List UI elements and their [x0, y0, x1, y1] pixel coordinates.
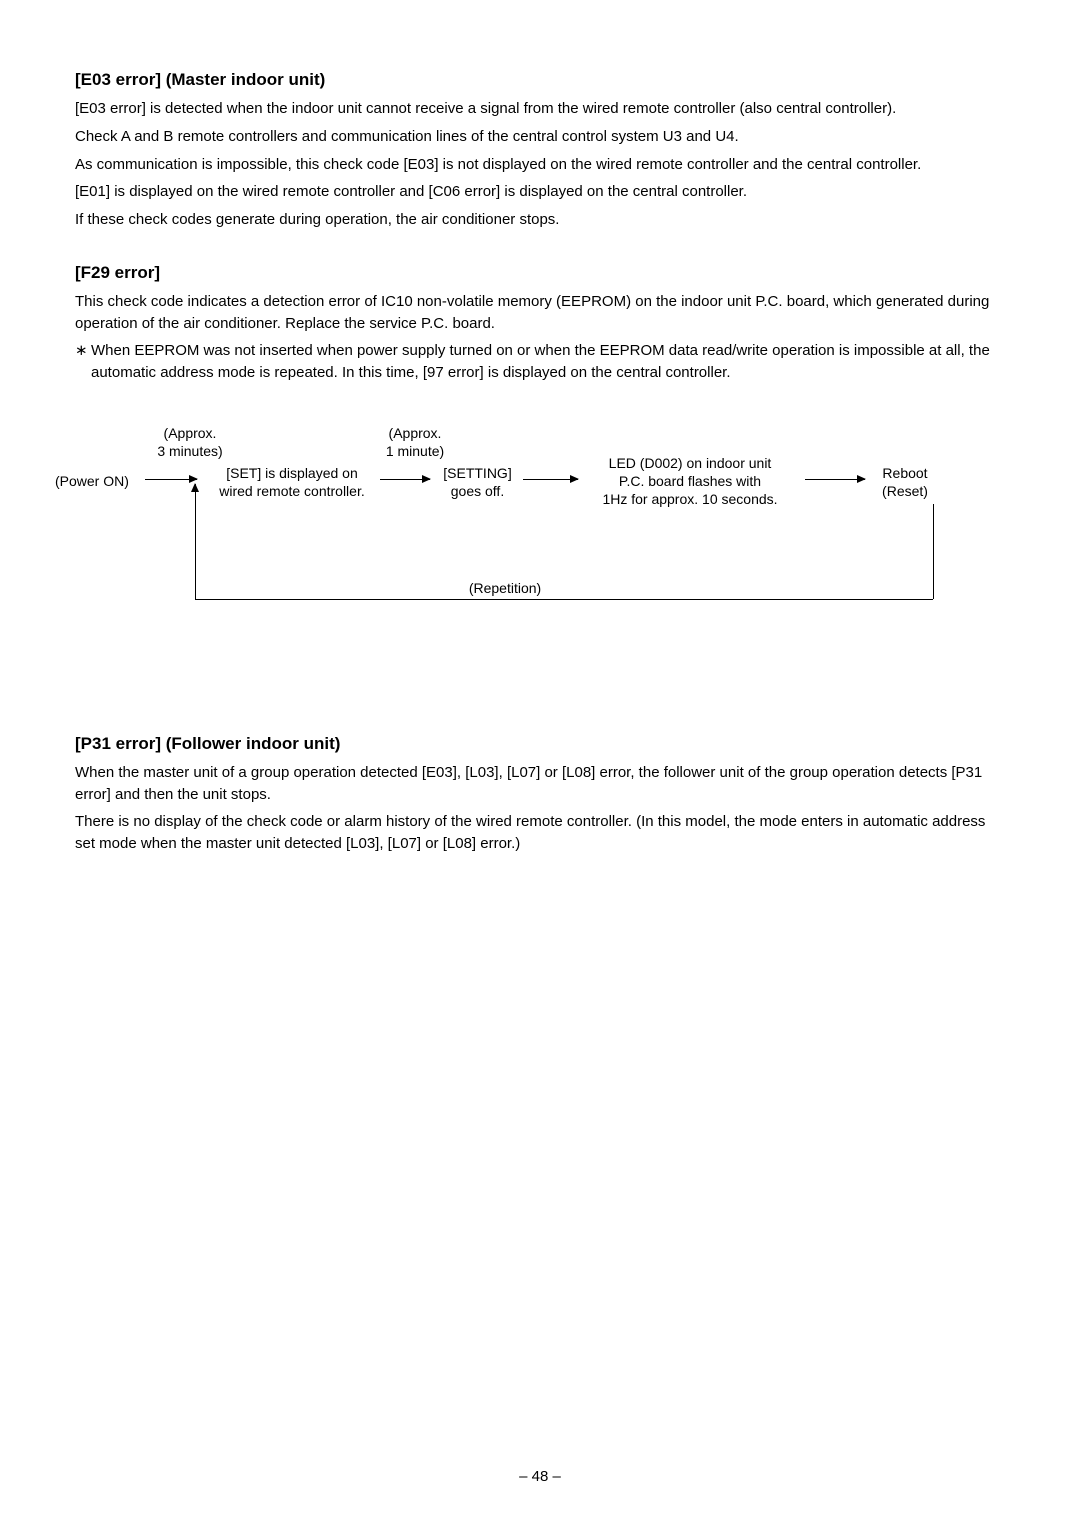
- e03-p1: [E03 error] is detected when the indoor …: [75, 98, 1005, 120]
- loop-right-v: [933, 504, 934, 599]
- e03-p5: If these check codes generate during ope…: [75, 209, 1005, 231]
- arrow-2: [380, 479, 430, 480]
- e03-heading: [E03 error] (Master indoor unit): [75, 70, 1005, 90]
- bullet-marker: ∗: [75, 340, 91, 384]
- e03-p3: As communication is impossible, this che…: [75, 154, 1005, 176]
- step3-label: LED (D002) on indoor unit P.C. board fla…: [585, 454, 795, 509]
- flow-diagram: (Approx. 3 minutes) (Approx. 1 minute) (…: [75, 424, 1005, 644]
- f29-bullet-text: When EEPROM was not inserted when power …: [91, 340, 1005, 384]
- step2-label: [SETTING] goes off.: [435, 464, 520, 500]
- loop-bottom-h: [195, 599, 933, 600]
- power-on-label: (Power ON): [55, 472, 145, 490]
- e03-p4: [E01] is displayed on the wired remote c…: [75, 181, 1005, 203]
- arrow-1: [145, 479, 197, 480]
- arrow-4: [805, 479, 865, 480]
- page-number: – 48 –: [0, 1468, 1080, 1485]
- e03-p2: Check A and B remote controllers and com…: [75, 126, 1005, 148]
- f29-bullet-row: ∗ When EEPROM was not inserted when powe…: [75, 340, 1005, 384]
- step4-label: Reboot (Reset): [875, 464, 935, 500]
- p31-heading: [P31 error] (Follower indoor unit): [75, 734, 1005, 754]
- section-f29: [F29 error] This check code indicates a …: [75, 263, 1005, 384]
- section-e03: [E03 error] (Master indoor unit) [E03 er…: [75, 70, 1005, 231]
- approx3-label: (Approx. 3 minutes): [145, 424, 235, 460]
- arrow-3: [523, 479, 578, 480]
- f29-heading: [F29 error]: [75, 263, 1005, 283]
- repetition-label: (Repetition): [455, 579, 555, 597]
- f29-p1: This check code indicates a detection er…: [75, 291, 1005, 335]
- approx1-label: (Approx. 1 minute): [375, 424, 455, 460]
- p31-p1: When the master unit of a group operatio…: [75, 762, 1005, 806]
- loop-left-v: [195, 484, 196, 599]
- section-p31: [P31 error] (Follower indoor unit) When …: [75, 734, 1005, 855]
- step1-label: [SET] is displayed on wired remote contr…: [207, 464, 377, 500]
- p31-p2: There is no display of the check code or…: [75, 811, 1005, 855]
